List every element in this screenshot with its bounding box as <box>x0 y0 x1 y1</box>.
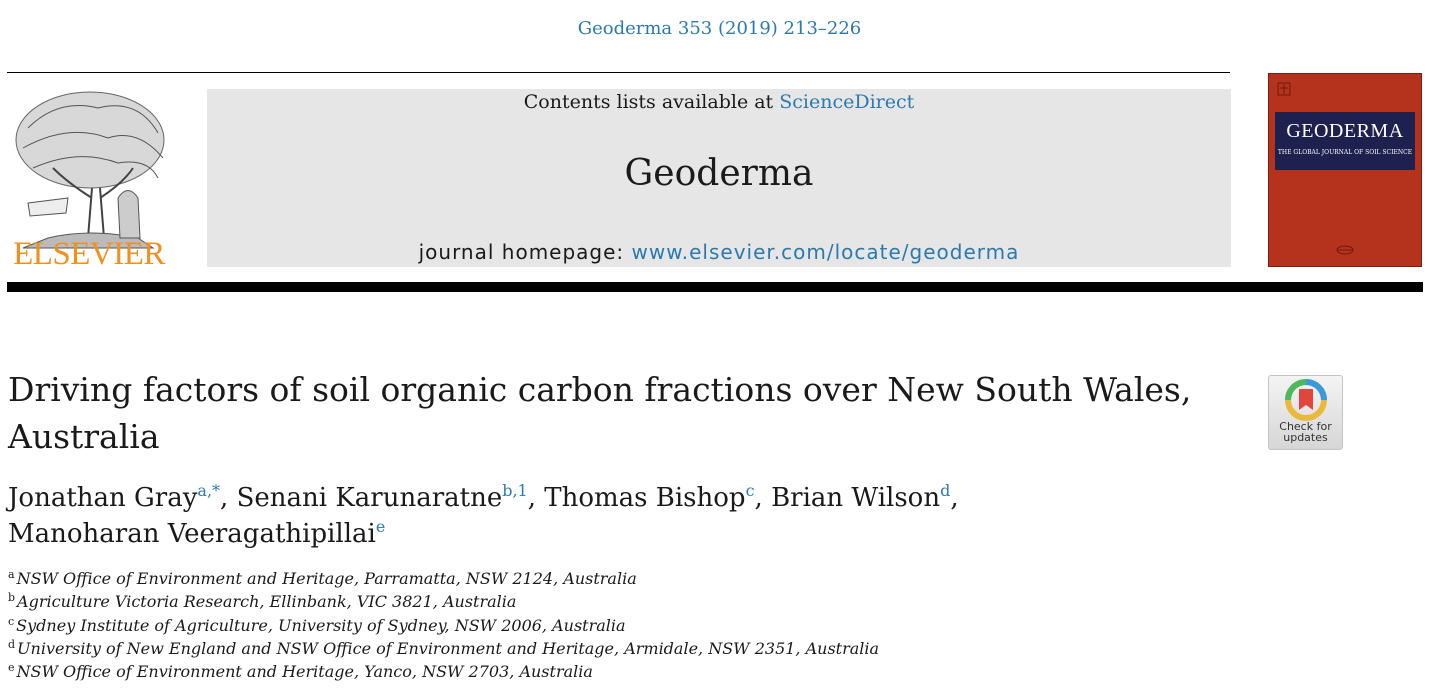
author-name[interactable]: Senani Karunaratne <box>236 483 503 513</box>
affiliation-key: e <box>8 661 15 675</box>
affiliation-item: d University of New England and NSW Offic… <box>8 637 1208 660</box>
sciencedirect-link[interactable]: ScienceDirect <box>779 91 915 113</box>
author-affiliation-marker[interactable]: b,1 <box>502 481 528 500</box>
author-affiliation-marker[interactable]: e <box>375 517 386 536</box>
homepage-line: journal homepage: www.elsevier.com/locat… <box>418 240 1020 264</box>
affiliation-key: c <box>8 614 15 628</box>
elsevier-tree-logo <box>15 91 165 249</box>
author-name[interactable]: Manoharan Veeragathipillai <box>8 519 376 549</box>
affiliation-text: NSW Office of Environment and Heritage, … <box>16 662 593 682</box>
author-name[interactable]: Jonathan Gray <box>8 483 198 513</box>
cover-subtitle: THE GLOBAL JOURNAL OF SOIL SCIENCE <box>1277 149 1413 156</box>
affiliation-list: a NSW Office of Environment and Heritage,… <box>8 567 1208 683</box>
affiliation-text: NSW Office of Environment and Heritage, … <box>16 569 637 588</box>
affiliation-item: b Agriculture Victoria Research, Ellinban… <box>8 590 1208 613</box>
author-affiliation-marker[interactable]: c <box>745 481 755 500</box>
author-separator: , <box>950 483 959 513</box>
affiliation-text: Agriculture Victoria Research, Ellinbank… <box>17 592 517 612</box>
affiliation-item: c Sydney Institute of Agriculture, Univer… <box>8 614 1208 637</box>
cover-title-band: GEODERMA THE GLOBAL JOURNAL OF SOIL SCIE… <box>1275 112 1415 170</box>
author-list: Jonathan Graya,*, Senani Karunaratneb,1,… <box>8 480 1208 552</box>
affiliation-key: b <box>8 591 16 605</box>
journal-homepage-link[interactable]: www.elsevier.com/locate/geoderma <box>631 240 1020 264</box>
article-title: Driving factors of soil organic carbon f… <box>8 370 1192 456</box>
author-name[interactable]: Thomas Bishop <box>544 483 746 513</box>
journal-citation[interactable]: Geoderma 353 (2019) 213–226 <box>577 18 862 39</box>
author-affiliation-marker[interactable]: d <box>940 481 951 500</box>
check-updates-label: Check for updates <box>1279 420 1332 444</box>
cover-title: GEODERMA <box>1286 120 1404 142</box>
affiliation-item: e NSW Office of Environment and Heritage,… <box>8 660 1208 683</box>
author-separator: , <box>754 483 772 513</box>
header-thick-rule <box>7 282 1423 292</box>
elsevier-mini-logo-icon <box>1277 82 1291 96</box>
check-for-updates-button[interactable]: Check for updates <box>1268 375 1343 450</box>
affiliation-text: Sydney Institute of Agriculture, Univers… <box>16 615 626 635</box>
check-updates-icon <box>1285 379 1327 421</box>
top-rule <box>7 72 1230 73</box>
affiliation-key: d <box>8 637 16 651</box>
affiliation-key: a <box>8 568 15 581</box>
author-name[interactable]: Brian Wilson <box>771 483 941 513</box>
author-affiliation-marker[interactable]: a,* <box>197 481 221 500</box>
cover-publisher-emblem-icon <box>1336 245 1354 255</box>
contents-line: Contents lists available at ScienceDirec… <box>523 91 915 113</box>
author-separator: , <box>220 483 237 513</box>
journal-cover-thumbnail[interactable]: GEODERMA THE GLOBAL JOURNAL OF SOIL SCIE… <box>1268 73 1422 267</box>
journal-banner: Contents lists available at ScienceDirec… <box>207 89 1231 267</box>
affiliation-text: University of New England and NSW Office… <box>17 638 880 658</box>
author-separator: , <box>527 483 545 513</box>
affiliation-item: a NSW Office of Environment and Heritage,… <box>8 567 1208 590</box>
journal-name: Geoderma <box>624 153 814 194</box>
elsevier-wordmark: ELSEVIER <box>13 236 165 272</box>
